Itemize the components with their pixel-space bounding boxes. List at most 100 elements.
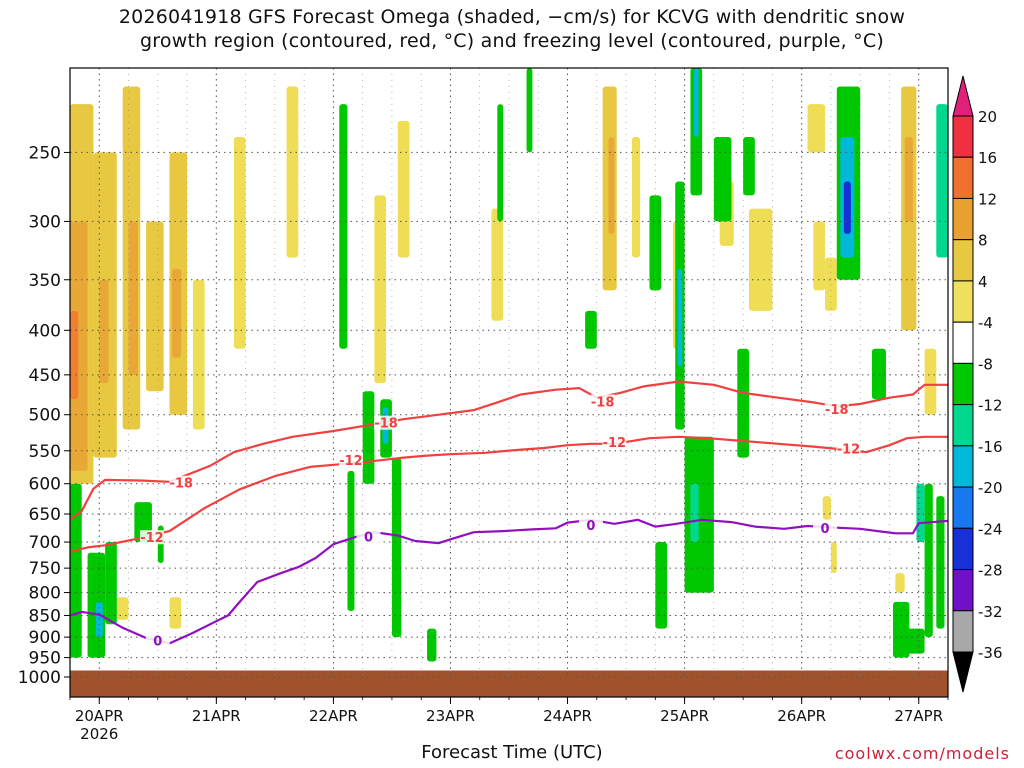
axes-layer: 2503003504004505005506006507007508008509… (18, 67, 949, 743)
contour-label-bg (836, 441, 861, 456)
omega-cell-51 (655, 542, 668, 629)
y-tick-label-650: 650 (29, 505, 61, 525)
y-tick-label-900: 900 (29, 628, 61, 648)
contour-label--12: -12 (140, 531, 164, 546)
x-tick-label-20APR: 20APR (75, 707, 124, 725)
y-tick-label-700: 700 (29, 533, 61, 553)
omega-cell-17 (608, 136, 615, 234)
omega-cell-22 (807, 104, 826, 153)
y-tick-label-800: 800 (29, 584, 61, 604)
contour-label-0: 0 (821, 522, 830, 537)
contour-label-bg (813, 520, 838, 535)
y-tick-label-250: 250 (29, 143, 61, 163)
omega-cell-31 (822, 496, 831, 520)
contour-line-0 (69, 518, 949, 645)
contour-label-0: 0 (586, 519, 595, 534)
omega-cell-45 (391, 457, 402, 638)
x-tick-label-21APR: 21APR (192, 707, 241, 725)
omega-cell-58 (713, 136, 732, 222)
omega-cell-70 (936, 496, 945, 629)
colorbar-label-0: 20 (978, 108, 997, 126)
colorbar-top-arrow (952, 75, 974, 117)
contour-lines-layer: -18 -18 -18 -18 -12 -12 -12 -12 0 0 0 0 (69, 380, 949, 650)
omega-cell-9 (171, 268, 182, 358)
y-tick-label-450: 450 (29, 366, 61, 386)
y-tick-label-850: 850 (29, 607, 61, 627)
x-tick-label-23APR: 23APR (426, 707, 475, 725)
omega-cell-10 (192, 279, 205, 430)
omega-cell-28 (924, 348, 937, 415)
omega-cell-47 (497, 104, 504, 222)
x-tick-label-27APR: 27APR (894, 707, 943, 725)
omega-cell-21 (748, 208, 773, 311)
x-tick-label-25APR: 25APR (660, 707, 709, 725)
contour-label-0: 0 (364, 531, 373, 546)
contour-label--12: -12 (603, 436, 627, 451)
omega-cell-33 (830, 542, 837, 574)
omega-cell-32 (895, 573, 905, 593)
omega-cell-40 (339, 104, 348, 349)
omega-cell-27 (904, 136, 913, 222)
omega-cell-1 (70, 221, 88, 471)
contour-label--18: -18 (374, 417, 398, 432)
contour-label-bg (824, 402, 849, 417)
y-tick-label-500: 500 (29, 406, 61, 426)
omega-cell-15 (491, 208, 504, 321)
colorbar-swatch-7 (952, 404, 974, 447)
omega-cell-42 (362, 391, 375, 484)
contour-label-bg (338, 452, 363, 467)
contour-label-bg (139, 530, 164, 545)
x-tick-label-24APR: 24APR (543, 707, 592, 725)
colorbar-label-12: -32 (978, 603, 1003, 621)
omega-cell-66 (901, 628, 925, 654)
colorbar-swatch-11 (952, 569, 974, 612)
y-tick-label-300: 300 (29, 212, 61, 232)
contour-label--18: -18 (825, 403, 849, 418)
contour-label--12: -12 (339, 454, 363, 469)
credit-link[interactable]: coolwx.com/models (834, 744, 1010, 763)
colorbar-label-11: -28 (978, 562, 1003, 580)
contour-label-bg (145, 633, 170, 648)
omega-cell-49 (585, 310, 597, 349)
colorbar-label-8: -16 (978, 438, 1003, 456)
colorbar-label-6: -8 (978, 355, 993, 373)
omega-cell-12 (286, 86, 299, 258)
colorbar-label-2: 12 (978, 190, 997, 208)
contour-label-bg (578, 518, 603, 533)
gridlines-layer (70, 68, 949, 678)
y-tick-label-950: 950 (29, 649, 61, 669)
x-tick-label-26APR: 26APR (777, 707, 826, 725)
omega-cell-18 (631, 136, 641, 258)
omega-cell-2 (70, 310, 79, 400)
colorbar-bottom-arrow (952, 651, 974, 693)
contour-label--12: -12 (837, 442, 861, 457)
contour-label-bg (602, 435, 627, 450)
colorbar-swatch-8 (952, 445, 974, 488)
x-year-label: 2026 (80, 725, 118, 743)
colorbar-swatch-5 (952, 321, 974, 364)
omega-cell-46 (427, 628, 437, 662)
y-tick-label-600: 600 (29, 475, 61, 495)
omega-cell-69 (936, 104, 948, 258)
omega-cell-60 (737, 348, 749, 458)
colorbar-swatch-2 (952, 197, 974, 241)
colorbar-label-4: 4 (978, 273, 988, 291)
chart-title-line-2: growth region (contoured, red, °C) and f… (140, 30, 884, 52)
omega-cell-37 (105, 542, 117, 625)
colorbar-swatch-9 (952, 486, 974, 529)
colorbar-label-9: -20 (978, 479, 1003, 497)
contour-label--18: -18 (591, 395, 615, 410)
omega-cell-53 (677, 268, 683, 367)
omega-cell-36 (95, 601, 103, 638)
y-tick-label-550: 550 (29, 442, 61, 462)
omega-cell-13 (374, 195, 387, 384)
omega-cell-14 (397, 120, 410, 258)
colorbar-swatch-10 (952, 527, 974, 571)
colorbar-label-5: -4 (978, 314, 993, 332)
contour-label--18: -18 (169, 477, 193, 492)
colorbar-label-1: 16 (978, 149, 997, 167)
omega-cell-7 (146, 221, 164, 392)
omega-cell-48 (526, 68, 533, 153)
omega-cell-59 (743, 136, 755, 196)
